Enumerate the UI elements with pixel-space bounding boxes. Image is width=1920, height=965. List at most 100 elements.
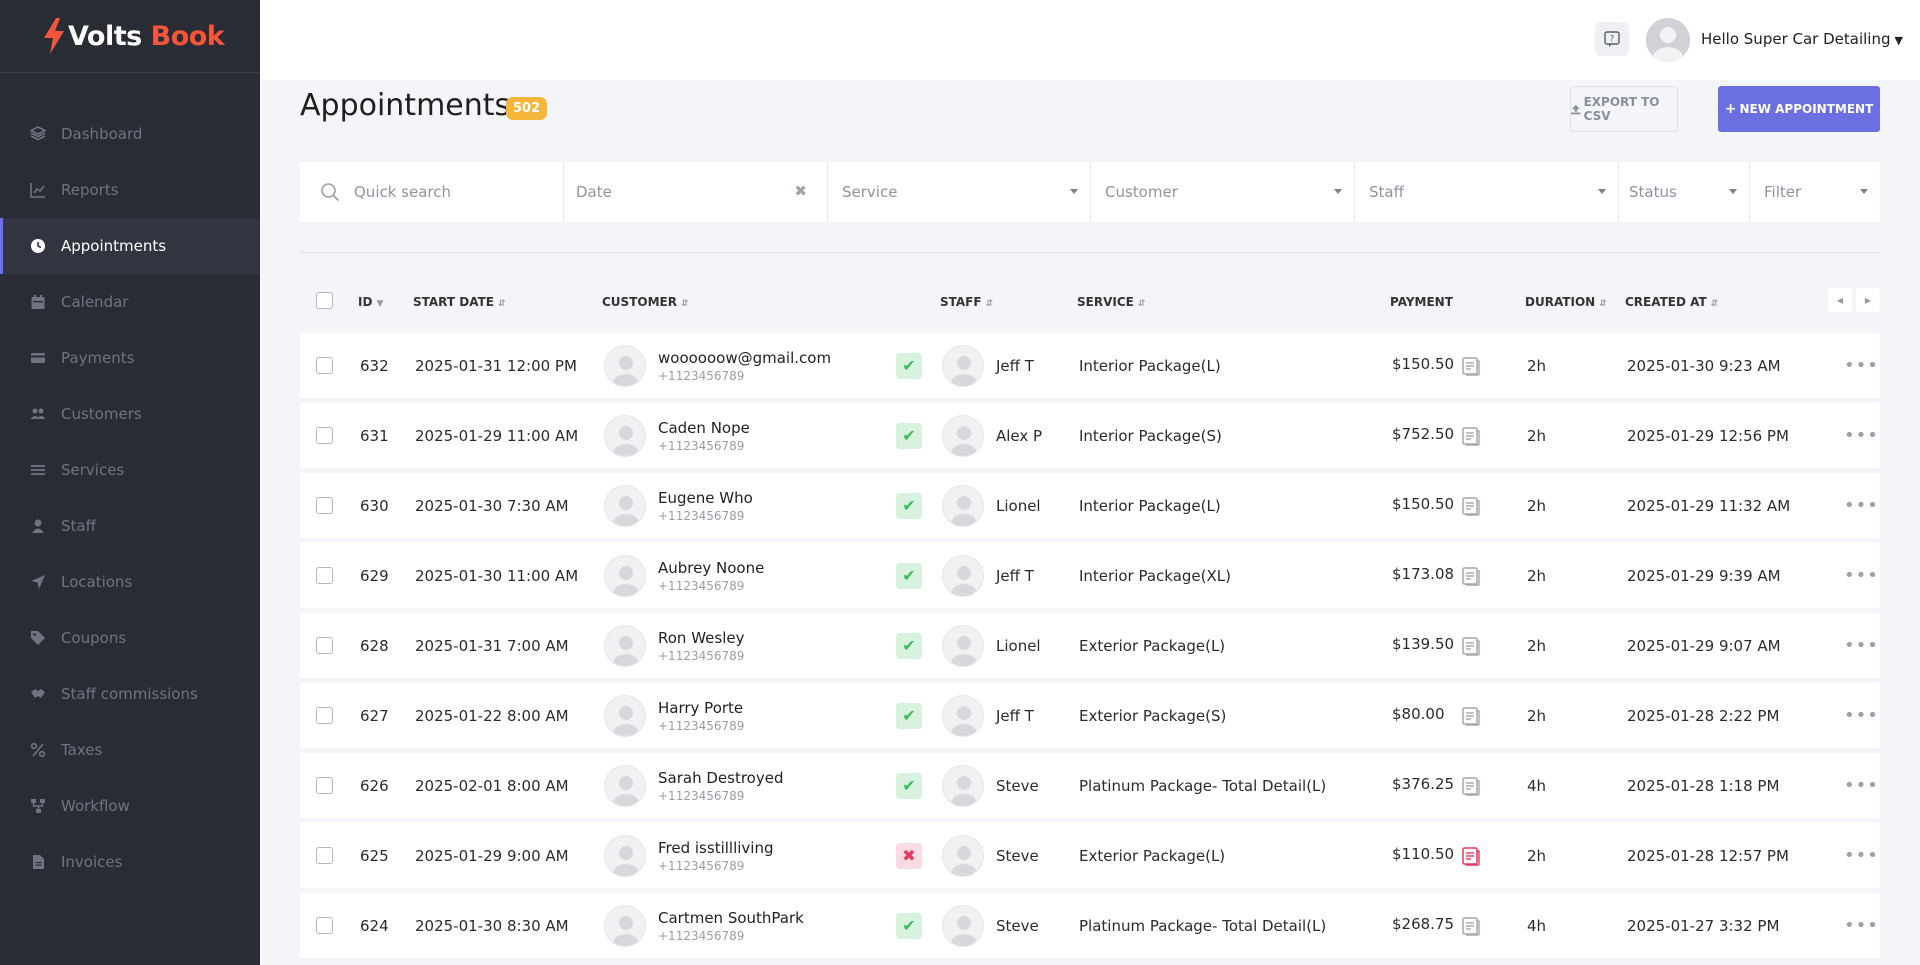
status-approved-icon[interactable]: ✔ — [896, 912, 922, 939]
status-approved-icon[interactable]: ✔ — [896, 492, 922, 519]
customer-cell[interactable]: Cartmen SouthPark +1123456789 — [604, 893, 804, 958]
status-canceled-icon[interactable]: ✖ — [896, 842, 922, 869]
status-approved-icon[interactable]: ✔ — [896, 702, 922, 729]
more-actions-icon[interactable]: ••• — [1844, 915, 1879, 936]
receipt-icon[interactable] — [1460, 333, 1482, 398]
row-checkbox[interactable] — [316, 567, 333, 584]
status-approved-icon[interactable]: ✔ — [896, 422, 922, 449]
appointment-id: 625 — [360, 846, 389, 865]
status-approved-icon[interactable]: ✔ — [896, 562, 922, 589]
row-checkbox[interactable] — [316, 497, 333, 514]
brand-logo[interactable]: Volts Book — [0, 0, 260, 73]
payment-amount: $752.50 — [1392, 425, 1455, 443]
row-checkbox[interactable] — [316, 917, 333, 934]
more-actions-icon[interactable]: ••• — [1844, 425, 1879, 446]
column-start-date[interactable]: START DATE ⇵ — [413, 295, 506, 309]
staff-avatar — [942, 484, 984, 527]
staff-filter[interactable]: Staff — [1355, 162, 1619, 222]
date-filter[interactable]: Date ✖ — [564, 162, 828, 222]
brand-name-volts: Volts — [68, 20, 142, 52]
more-actions-icon[interactable]: ••• — [1844, 565, 1879, 586]
customer-cell[interactable]: Caden Nope +1123456789 — [604, 403, 750, 468]
select-all-checkbox[interactable] — [316, 292, 333, 309]
status-filter[interactable]: Status — [1619, 162, 1750, 222]
customer-cell[interactable]: Aubrey Noone +1123456789 — [604, 543, 764, 608]
sidebar-item-calendar[interactable]: Calendar — [0, 274, 260, 330]
sidebar-item-dashboard[interactable]: Dashboard — [0, 106, 260, 162]
sidebar-item-staff[interactable]: Staff — [0, 498, 260, 554]
user-icon — [30, 518, 46, 534]
status-approved-icon[interactable]: ✔ — [896, 772, 922, 799]
sidebar-item-staff-commissions[interactable]: Staff commissions — [0, 666, 260, 722]
table-row[interactable]: 629 2025-01-30 11:00 AM Aubrey Noone +11234… — [300, 543, 1880, 608]
table-row[interactable]: 627 2025-01-22 8:00 AM Harry Porte +1123456… — [300, 683, 1880, 748]
export-csv-button[interactable]: EXPORT TO CSV — [1570, 86, 1678, 132]
sidebar-item-workflow[interactable]: Workflow — [0, 778, 260, 834]
customer-cell[interactable]: woooooow@gmail.com +1123456789 — [604, 333, 831, 398]
status-approved-icon[interactable]: ✔ — [896, 632, 922, 659]
advanced-filter[interactable]: Filter — [1750, 162, 1880, 222]
sidebar-item-invoices[interactable]: Invoices — [0, 834, 260, 890]
column-id[interactable]: ID ▼ — [358, 295, 383, 309]
column-created-at[interactable]: CREATED AT ⇵ — [1625, 295, 1718, 309]
service-name: Platinum Package- Total Detail(L) — [1079, 916, 1327, 935]
more-actions-icon[interactable]: ••• — [1844, 635, 1879, 656]
receipt-icon[interactable] — [1460, 753, 1482, 818]
receipt-icon[interactable] — [1460, 683, 1482, 748]
user-avatar[interactable] — [1646, 18, 1690, 62]
receipt-icon[interactable] — [1460, 543, 1482, 608]
table-row[interactable]: 630 2025-01-30 7:30 AM Eugene Who +11234567… — [300, 473, 1880, 538]
more-actions-icon[interactable]: ••• — [1844, 705, 1879, 726]
workflow-icon — [30, 798, 46, 814]
more-actions-icon[interactable]: ••• — [1844, 495, 1879, 516]
row-checkbox[interactable] — [316, 707, 333, 724]
row-checkbox[interactable] — [316, 357, 333, 374]
receipt-icon[interactable] — [1460, 823, 1482, 888]
sidebar-item-reports[interactable]: Reports — [0, 162, 260, 218]
table-row[interactable]: 626 2025-02-01 8:00 AM Sarah Destroyed +112… — [300, 753, 1880, 818]
customer-cell[interactable]: Eugene Who +1123456789 — [604, 473, 753, 538]
sidebar-item-coupons[interactable]: Coupons — [0, 610, 260, 666]
receipt-icon[interactable] — [1460, 403, 1482, 468]
table-row[interactable]: 624 2025-01-30 8:30 AM Cartmen SouthPark +1… — [300, 893, 1880, 958]
sidebar-item-appointments[interactable]: Appointments — [0, 218, 260, 274]
more-actions-icon[interactable]: ••• — [1844, 355, 1879, 376]
column-staff[interactable]: STAFF ⇵ — [940, 295, 993, 309]
more-actions-icon[interactable]: ••• — [1844, 845, 1879, 866]
sidebar-item-services[interactable]: Services — [0, 442, 260, 498]
sidebar-item-taxes[interactable]: Taxes — [0, 722, 260, 778]
scroll-left-button[interactable]: ◀ — [1828, 288, 1852, 312]
service-filter[interactable]: Service — [828, 162, 1091, 222]
table-row[interactable]: 631 2025-01-29 11:00 AM Caden Nope +1123456… — [300, 403, 1880, 468]
row-checkbox[interactable] — [316, 777, 333, 794]
receipt-icon[interactable] — [1460, 473, 1482, 538]
receipt-icon[interactable] — [1460, 613, 1482, 678]
user-menu[interactable]: Hello Super Car Detailing ▼ — [1701, 30, 1903, 48]
column-customer[interactable]: CUSTOMER ⇵ — [602, 295, 689, 309]
new-appointment-button[interactable]: + NEW APPOINTMENT — [1718, 86, 1880, 132]
scroll-right-button[interactable]: ▶ — [1856, 288, 1880, 312]
row-checkbox[interactable] — [316, 427, 333, 444]
sidebar-item-locations[interactable]: Locations — [0, 554, 260, 610]
sidebar-item-payments[interactable]: Payments — [0, 330, 260, 386]
status-approved-icon[interactable]: ✔ — [896, 352, 922, 379]
clear-date-icon[interactable]: ✖ — [794, 182, 807, 200]
customer-cell[interactable]: Ron Wesley +1123456789 — [604, 613, 744, 678]
receipt-icon[interactable] — [1460, 893, 1482, 958]
more-actions-icon[interactable]: ••• — [1844, 775, 1879, 796]
column-service[interactable]: SERVICE ⇵ — [1077, 295, 1145, 309]
table-row[interactable]: 628 2025-01-31 7:00 AM Ron Wesley +11234567… — [300, 613, 1880, 678]
quick-search-field[interactable]: Quick search — [300, 162, 564, 222]
customer-cell[interactable]: Harry Porte +1123456789 — [604, 683, 744, 748]
help-chat-button[interactable]: ? — [1595, 22, 1629, 56]
table-row[interactable]: 632 2025-01-31 12:00 PM woooooow@gmail.com… — [300, 333, 1880, 398]
row-checkbox[interactable] — [316, 847, 333, 864]
column-duration[interactable]: DURATION ⇵ — [1525, 295, 1607, 309]
sidebar-item-customers[interactable]: Customers — [0, 386, 260, 442]
customer-cell[interactable]: Sarah Destroyed +1123456789 — [604, 753, 783, 818]
customer-cell[interactable]: Fred isstillliving +1123456789 — [604, 823, 773, 888]
customer-name: Harry Porte — [658, 698, 744, 717]
table-row[interactable]: 625 2025-01-29 9:00 AM Fred isstillliving +… — [300, 823, 1880, 888]
customer-filter[interactable]: Customer — [1091, 162, 1355, 222]
row-checkbox[interactable] — [316, 637, 333, 654]
